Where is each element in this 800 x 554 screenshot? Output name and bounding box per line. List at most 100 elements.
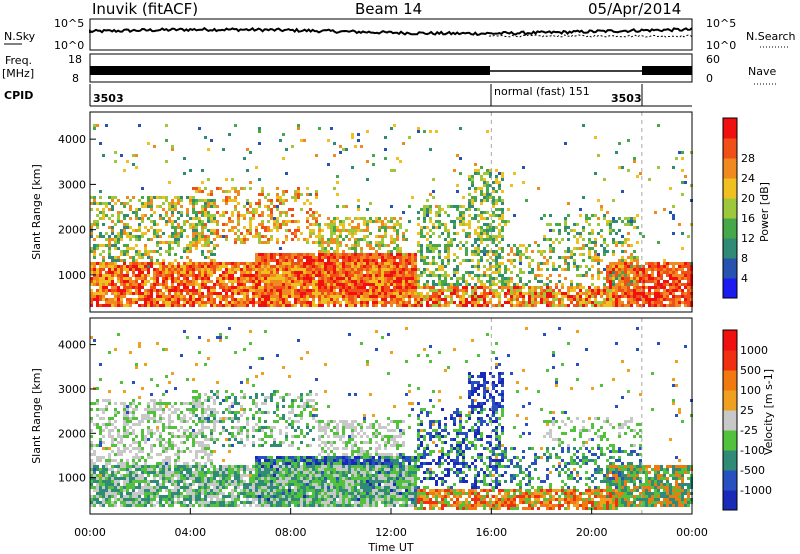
heatmap-cell — [519, 256, 522, 259]
heatmap-cell — [228, 217, 231, 220]
heatmap-cell — [351, 226, 354, 229]
heatmap-cell — [264, 283, 267, 286]
heatmap-cell — [492, 265, 495, 268]
heatmap-cell — [687, 262, 690, 265]
heatmap-cell — [249, 223, 252, 226]
heatmap-cell — [558, 274, 561, 277]
heatmap-cell — [189, 274, 192, 277]
heatmap-cell — [525, 199, 528, 202]
heatmap-cell — [378, 265, 381, 268]
heatmap-cell — [99, 426, 102, 429]
heatmap-cell — [96, 124, 99, 127]
heatmap-cell — [258, 262, 261, 265]
heatmap-cell — [681, 181, 684, 184]
heatmap-cell — [183, 280, 186, 283]
heatmap-cell — [624, 295, 627, 298]
heatmap-cell — [318, 289, 321, 292]
noise-tick-left-bottom: 10^0 — [54, 39, 84, 52]
heatmap-cell — [273, 217, 276, 220]
heatmap-cell — [114, 492, 117, 495]
heatmap-cell — [135, 504, 138, 507]
heatmap-cell — [132, 489, 135, 492]
heatmap-cell — [111, 232, 114, 235]
heatmap-cell — [117, 477, 120, 480]
heatmap-cell — [672, 214, 675, 217]
heatmap-cell — [384, 229, 387, 232]
heatmap-cell — [312, 277, 315, 280]
heatmap-cell — [285, 148, 288, 151]
heatmap-cell — [516, 247, 519, 250]
heatmap-cell — [462, 220, 465, 223]
heatmap-cell — [165, 390, 168, 393]
heatmap-cell — [543, 238, 546, 241]
heatmap-cell — [420, 292, 423, 295]
heatmap-cell — [93, 238, 96, 241]
heatmap-cell — [240, 289, 243, 292]
heatmap-cell — [108, 399, 111, 402]
heatmap-cell — [486, 217, 489, 220]
heatmap-cell — [237, 220, 240, 223]
heatmap-cell — [537, 244, 540, 247]
heatmap-cell — [159, 271, 162, 274]
heatmap-cell — [567, 247, 570, 250]
heatmap-cell — [675, 304, 678, 307]
heatmap-cell — [261, 259, 264, 262]
heatmap-cell — [357, 283, 360, 286]
heatmap-cell — [108, 402, 111, 405]
heatmap-cell — [441, 304, 444, 307]
heatmap-cell — [138, 480, 141, 483]
heatmap-cell — [153, 286, 156, 289]
heatmap-cell — [234, 187, 237, 190]
heatmap-cell — [543, 250, 546, 253]
heatmap-cell — [612, 229, 615, 232]
heatmap-cell — [639, 304, 642, 307]
heatmap-cell — [408, 295, 411, 298]
heatmap-cell — [441, 265, 444, 268]
heatmap-cell — [507, 301, 510, 304]
heatmap-cell — [612, 271, 615, 274]
heatmap-cell — [438, 235, 441, 238]
heatmap-cell — [543, 256, 546, 259]
heatmap-cell — [465, 280, 468, 283]
heatmap-cell — [630, 280, 633, 283]
heatmap-cell — [264, 301, 267, 304]
heatmap-cell — [342, 220, 345, 223]
heatmap-cell — [273, 280, 276, 283]
heatmap-cell — [561, 268, 564, 271]
heatmap-cell — [165, 456, 168, 459]
heatmap-cell — [192, 241, 195, 244]
heatmap-cell — [471, 304, 474, 307]
heatmap-cell — [330, 295, 333, 298]
heatmap-cell — [291, 196, 294, 199]
heatmap-cell — [384, 292, 387, 295]
heatmap-cell — [291, 145, 294, 148]
heatmap-cell — [132, 504, 135, 507]
heatmap-cell — [555, 286, 558, 289]
heatmap-cell — [564, 268, 567, 271]
heatmap-cell — [483, 289, 486, 292]
heatmap-cell — [114, 474, 117, 477]
heatmap-cell — [375, 244, 378, 247]
heatmap-cell — [108, 462, 111, 465]
heatmap-cell — [312, 292, 315, 295]
heatmap-cell — [129, 480, 132, 483]
heatmap-cell — [369, 274, 372, 277]
heatmap-cell — [177, 274, 180, 277]
heatmap-cell — [501, 199, 504, 202]
heatmap-cell — [141, 298, 144, 301]
heatmap-cell — [600, 304, 603, 307]
heatmap-cell — [285, 172, 288, 175]
heatmap-cell — [219, 301, 222, 304]
heatmap-cell — [126, 289, 129, 292]
heatmap-cell — [162, 426, 165, 429]
heatmap-cell — [123, 390, 126, 393]
heatmap-cell — [105, 232, 108, 235]
heatmap-cell — [351, 166, 354, 169]
heatmap-cell — [651, 274, 654, 277]
heatmap-cell — [528, 286, 531, 289]
heatmap-cell — [477, 295, 480, 298]
heatmap-cell — [495, 292, 498, 295]
heatmap-cell — [330, 241, 333, 244]
heatmap-cell — [465, 304, 468, 307]
heatmap-cell — [231, 262, 234, 265]
